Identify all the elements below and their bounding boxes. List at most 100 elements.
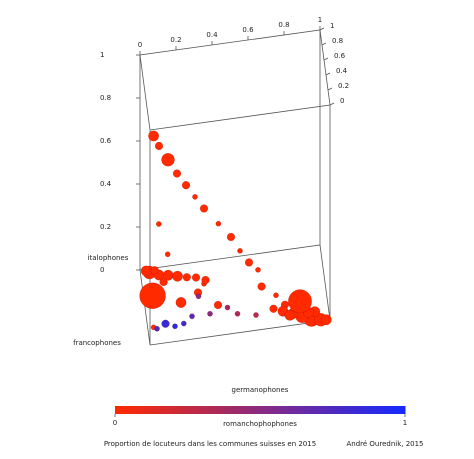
colorbar-cell (158, 406, 167, 414)
colorbar-cell (151, 406, 159, 414)
colorbar-cell (376, 406, 384, 414)
colorbar-cell (347, 406, 355, 414)
colorbar-cell (296, 406, 304, 414)
bubble (191, 273, 201, 282)
colorbar-cell (252, 406, 261, 414)
y-tick (325, 72, 331, 76)
y-tick (319, 27, 325, 31)
colorbar-cell (368, 406, 377, 414)
colorbar-cell (325, 406, 333, 414)
colorbar-cell (129, 406, 138, 414)
bubble (172, 169, 182, 178)
bubble (213, 300, 223, 310)
y-tick-label: 0.8 (332, 37, 343, 45)
bubble (215, 220, 222, 227)
bubble (182, 273, 191, 282)
colorbar-cell (289, 406, 297, 414)
colorbar-cell (115, 406, 123, 414)
bubble (320, 314, 332, 326)
colorbar-cell (136, 406, 145, 414)
colorbar-cell (238, 406, 246, 414)
colorbar-cell (318, 406, 326, 414)
colorbar-cell (267, 406, 275, 414)
bubble (224, 304, 231, 311)
y-tick (321, 42, 327, 46)
colorbar-cell (281, 406, 290, 414)
colorbar-cell (332, 406, 341, 414)
colorbar-cell (144, 406, 152, 414)
bubble (226, 232, 236, 242)
x-tick-label: 0 (138, 41, 142, 49)
bubble (155, 221, 162, 227)
bubble (284, 309, 296, 321)
colorbar-cell (194, 406, 203, 414)
bubble (253, 312, 259, 318)
colorbar-cell (390, 406, 399, 414)
y-tick (327, 87, 333, 91)
bubble (154, 141, 164, 151)
colorbar-cell (383, 406, 391, 414)
colorbar-cell (122, 406, 130, 414)
y-tick-label: 0.2 (338, 82, 349, 90)
colorbar-cell (187, 406, 196, 414)
colorbar-cell (397, 406, 406, 414)
colorbar-cell (274, 406, 283, 414)
z-axis-title: italophones (88, 254, 129, 262)
colorbar-cell (209, 406, 217, 414)
bubble (172, 323, 178, 330)
z-tick-label: 1 (100, 51, 104, 59)
colorbar-tick-label: 0 (113, 419, 117, 427)
x-tick-label: 1 (318, 16, 322, 24)
bubble (175, 297, 187, 308)
y-tick-label: 0.4 (336, 67, 348, 75)
x-tick-label: 0.2 (170, 36, 181, 44)
colorbar-cell (223, 406, 232, 414)
colorbar-cell (180, 406, 188, 414)
z-tick-label: 0.2 (100, 223, 111, 231)
y-tick-label: 1 (330, 22, 334, 30)
colorbar-tick-label: 1 (403, 419, 407, 427)
bubble (269, 304, 278, 313)
bubble (159, 277, 168, 287)
bubble (257, 282, 266, 291)
footer: Proportion de locuteurs dans les commune… (104, 440, 316, 448)
y-tick-label: 0.6 (334, 52, 346, 60)
box-top (139, 29, 331, 131)
bubble (148, 130, 160, 142)
colorbar-cell (202, 406, 210, 414)
bubble (172, 270, 183, 282)
credit: André Ourednik, 2015 (346, 440, 423, 448)
bubble (255, 266, 261, 273)
x-tick-label: 0.6 (242, 26, 254, 34)
colorbar-cell (354, 406, 362, 414)
bubble (207, 310, 213, 317)
bubble (237, 247, 243, 254)
x-tick-label: 0.4 (206, 31, 218, 39)
colorbar-cell (165, 406, 174, 414)
bubble (181, 181, 191, 190)
x-tick-label: 0.8 (278, 21, 289, 29)
z-tick-label: 0 (100, 266, 104, 274)
colorbar-cell (216, 406, 225, 414)
colorbar-cell (303, 406, 312, 414)
colorbar-cell (339, 406, 348, 414)
bubble (139, 282, 166, 309)
y-tick (329, 102, 335, 106)
colorbar-cell (231, 406, 239, 414)
colorbar-cell (310, 406, 319, 414)
z-tick-label: 0.6 (100, 137, 112, 145)
colorbar-cell (245, 406, 254, 414)
bubble (161, 153, 175, 167)
bubble (288, 289, 312, 314)
bubble (150, 266, 159, 275)
bubble (273, 292, 279, 299)
y-axis-title: francophones (73, 339, 121, 347)
colorbar-cell (173, 406, 181, 414)
bubble (189, 313, 195, 320)
x-axis-title: germanophones (232, 386, 289, 394)
y-tick-label: 0 (340, 97, 344, 105)
z-tick-label: 0.8 (100, 94, 111, 102)
bubble (154, 325, 160, 332)
